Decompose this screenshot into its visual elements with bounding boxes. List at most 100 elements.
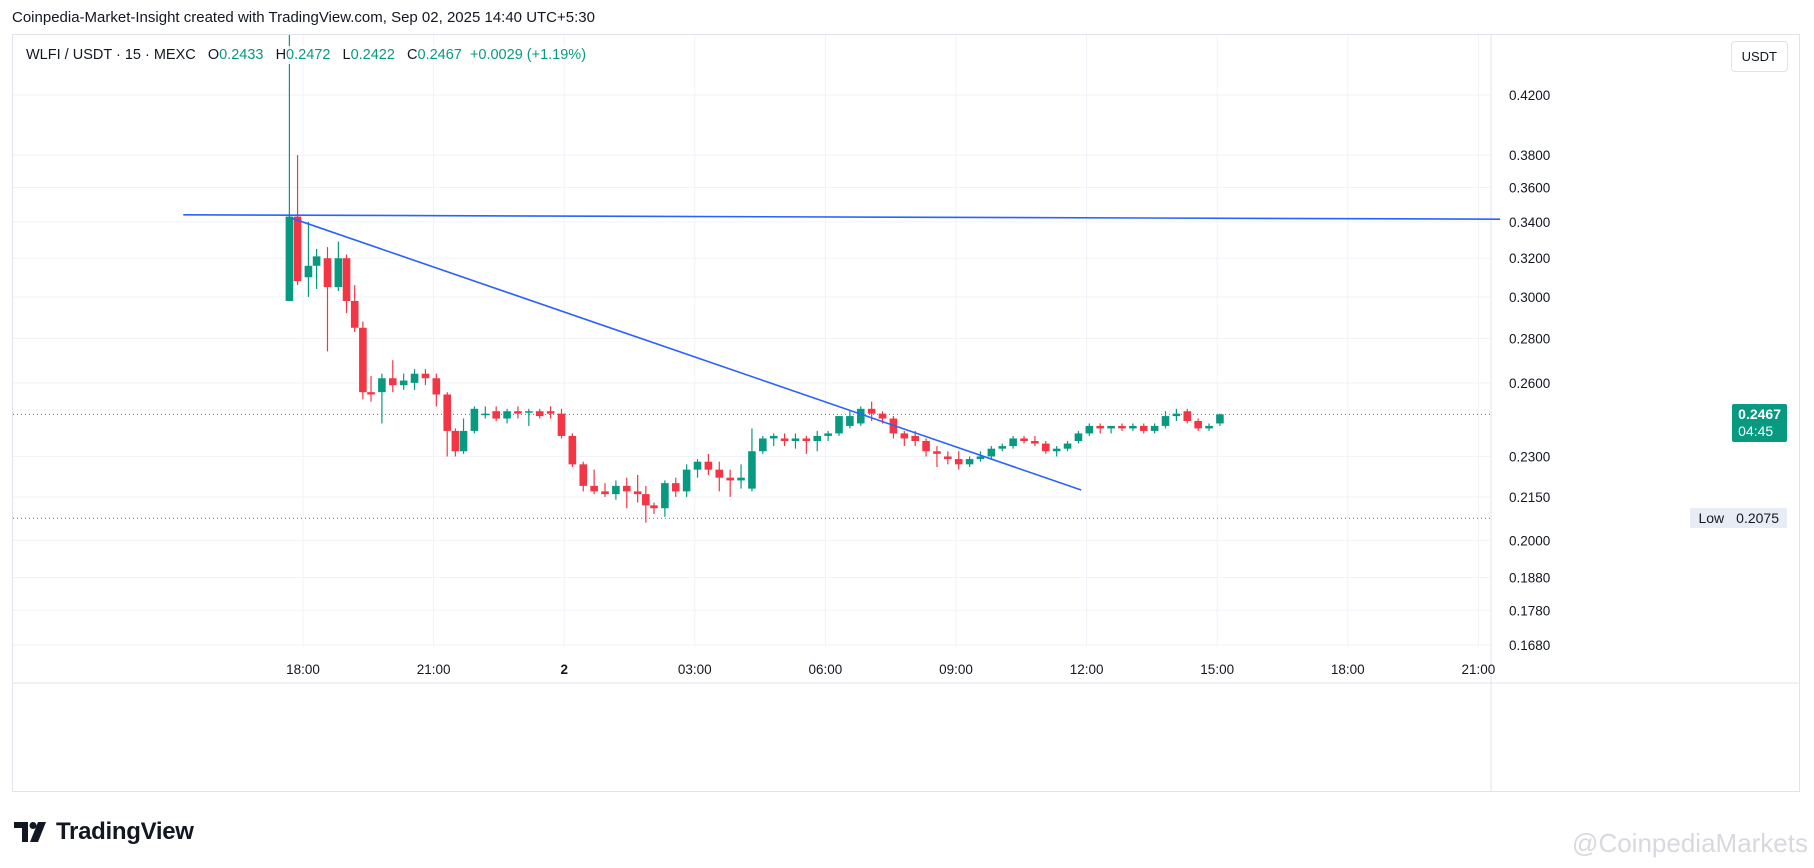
close-label: C — [407, 47, 418, 63]
candle-body — [1139, 425, 1148, 431]
symbol-label[interactable]: WLFI / USDT · 15 · MEXC — [26, 47, 196, 63]
low-marker-value: 0.2075 — [1736, 510, 1779, 527]
watermark: @CoinpediaMarkets — [1572, 828, 1808, 858]
price-tick-label: 0.4200 — [1509, 88, 1550, 103]
last-price-value: 0.2467 — [1738, 406, 1781, 423]
high-label: H — [275, 47, 287, 63]
candle-body — [998, 446, 1007, 449]
candle-body — [976, 456, 985, 460]
candle-body — [432, 378, 441, 395]
candle-body — [514, 411, 522, 414]
candle-body — [835, 416, 843, 434]
candle-body — [726, 477, 734, 481]
candle-body — [802, 438, 811, 441]
candle-body — [944, 456, 952, 460]
time-tick-label: 06:00 — [809, 662, 843, 677]
candle-body — [965, 459, 974, 465]
candle-body — [693, 461, 702, 470]
candle-body — [285, 216, 294, 301]
candle-body — [1031, 440, 1039, 444]
candle-body — [1063, 443, 1072, 449]
candle-body — [715, 469, 724, 478]
candle-body — [748, 451, 756, 489]
time-tick-label: 21:00 — [417, 662, 451, 677]
candle-body — [388, 378, 397, 386]
candle-body — [410, 373, 419, 383]
candle-body — [878, 413, 887, 419]
candle-body — [1172, 413, 1181, 417]
tradingview-logo-text: TradingView — [56, 818, 194, 845]
price-tick-label: 0.2150 — [1509, 490, 1550, 505]
price-tick-label: 0.2300 — [1509, 449, 1550, 464]
high-value: 0.2472 — [286, 47, 331, 63]
time-tick-label: 18:00 — [1331, 662, 1365, 677]
time-tick-label: 09:00 — [939, 662, 973, 677]
candle-body — [911, 435, 919, 441]
candle-body — [1009, 438, 1017, 447]
price-tick-label: 0.3400 — [1509, 215, 1550, 230]
candle-body — [1052, 448, 1061, 452]
time-tick-label: 2 — [560, 662, 568, 677]
price-tick-label: 0.1880 — [1509, 570, 1550, 585]
candle-body — [737, 477, 745, 481]
candle-body — [1183, 411, 1192, 421]
low-value: 0.2422 — [350, 47, 395, 63]
candle-body — [367, 392, 375, 395]
trendline-descending — [291, 217, 1082, 491]
candle-body — [535, 411, 544, 417]
currency-button[interactable]: USDT — [1730, 41, 1788, 72]
candle-body — [933, 451, 941, 454]
change-value: +0.0029 (+1.19%) — [469, 47, 587, 63]
price-tick-label: 0.3600 — [1509, 181, 1550, 196]
open-value: 0.2433 — [219, 47, 264, 63]
candle-body — [579, 464, 588, 486]
candle-body — [769, 435, 778, 439]
bar-countdown: 04:45 — [1738, 423, 1774, 440]
candle-body — [987, 448, 996, 457]
time-tick-label: 21:00 — [1462, 662, 1496, 677]
candle-body — [399, 380, 408, 386]
candle-body — [671, 483, 680, 492]
ohlc-legend: WLFI / USDT · 15 · MEXC O0.2433 H0.2472 … — [23, 46, 590, 64]
price-chart[interactable]: 0.4200 0.3800 0.3600 0.3400 0.3200 0.3000 0.28… — [13, 35, 1800, 792]
close-value: 0.2467 — [417, 47, 462, 63]
candle-body — [759, 438, 767, 452]
candle-body — [1041, 443, 1050, 452]
candle-body — [780, 438, 789, 441]
candle-body — [451, 430, 460, 452]
price-tick-label: 0.2600 — [1509, 376, 1550, 391]
time-tick-label: 03:00 — [678, 662, 712, 677]
candle-body — [1129, 425, 1137, 429]
candle-body — [459, 430, 468, 452]
candle-body — [503, 411, 511, 419]
chart-area[interactable]: 0.4200 0.3800 0.3600 0.3400 0.3200 0.3000 0.28… — [12, 34, 1800, 792]
time-tick-label: 18:00 — [286, 662, 320, 677]
candle-body — [1074, 433, 1083, 441]
candle-body — [1020, 438, 1028, 441]
candle-body — [1096, 425, 1105, 429]
time-tick-label: 12:00 — [1070, 662, 1104, 677]
candle-body — [334, 258, 343, 288]
candle-body — [642, 494, 650, 506]
tradingview-logo[interactable]: TradingView — [14, 818, 194, 846]
candle-body — [867, 408, 876, 414]
price-tick-label: 0.3200 — [1509, 251, 1550, 266]
candle-body — [492, 411, 500, 419]
candle-body — [546, 411, 555, 414]
candle-body — [622, 485, 631, 492]
candle-body — [293, 216, 302, 282]
candle-body — [633, 491, 642, 495]
candle-body — [590, 485, 598, 492]
last-price-badge: 0.2467 04:45 — [1732, 404, 1787, 443]
candle-body — [856, 408, 865, 424]
candle-body — [650, 505, 658, 509]
candle-body — [900, 433, 909, 439]
low-label: L — [342, 47, 351, 63]
candle-body — [525, 411, 533, 413]
candle-body — [1194, 420, 1202, 429]
candle-body — [421, 373, 430, 379]
candle-body — [350, 300, 359, 328]
candle-body — [704, 461, 713, 470]
price-tick-label: 0.2000 — [1509, 533, 1550, 548]
tradingview-logo-icon — [14, 822, 46, 842]
